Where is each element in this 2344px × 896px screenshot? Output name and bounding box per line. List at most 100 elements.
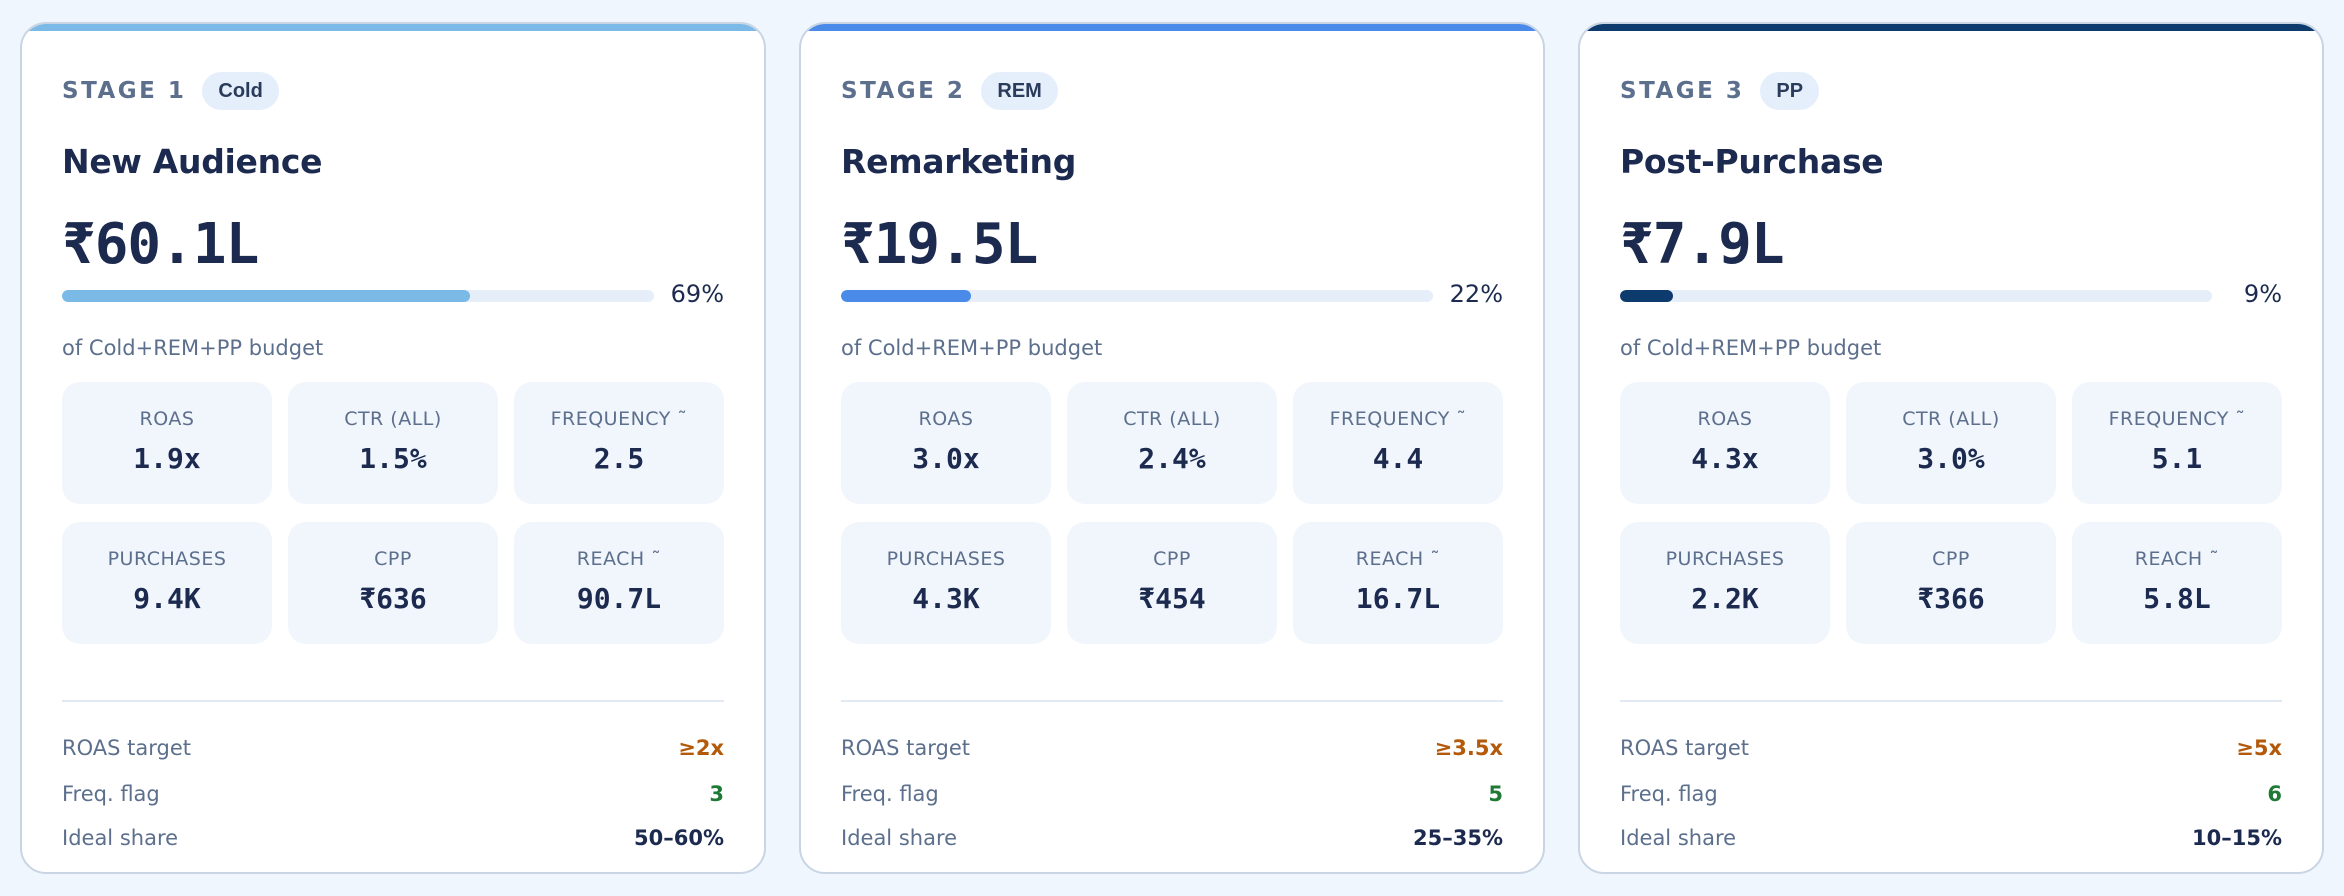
metric-label: PURCHASES [1665, 548, 1785, 570]
ideal-share-value: 25–35% [1413, 826, 1503, 850]
freq-flag-value: 3 [709, 782, 724, 806]
roas-target-row: ROAS target ≥2x [62, 736, 724, 766]
metric-value: 2.2K [1691, 582, 1759, 615]
roas-target-row: ROAS target ≥5x [1620, 736, 2282, 766]
metric-value: 5.1 [2151, 442, 2203, 475]
stage-badge: PP [1760, 72, 1820, 110]
metric-label: ROAS [918, 408, 974, 430]
metric-ctr: CTR (ALL) 2.4% [1067, 382, 1277, 504]
divider [1620, 700, 2282, 702]
metric-value: 2.4% [1138, 442, 1206, 475]
freq-flag-value: 5 [1488, 782, 1503, 806]
ideal-share-row: Ideal share 50–60% [62, 826, 724, 856]
ideal-share-row: Ideal share 25–35% [841, 826, 1503, 856]
budget-share-percent: 22% [1449, 280, 1503, 308]
metric-purchases: PURCHASES 2.2K [1620, 522, 1830, 644]
ideal-share-row: Ideal share 10–15% [1620, 826, 2282, 856]
metric-label: PURCHASES [886, 548, 1006, 570]
metric-label: REACH ˜ [2134, 548, 2220, 570]
freq-flag-row: Freq. flag 5 [841, 782, 1503, 812]
divider [62, 700, 724, 702]
metric-ctr: CTR (ALL) 1.5% [288, 382, 498, 504]
metric-label: ROAS [1697, 408, 1753, 430]
budget-share-track [841, 290, 1433, 302]
freq-flag-label: Freq. flag [1620, 782, 1718, 806]
metric-value: ₹366 [1917, 582, 1985, 615]
metric-value: 90.7L [576, 582, 662, 615]
ideal-share-value: 50–60% [634, 826, 724, 850]
stage-card-cold: STAGE 1 Cold New Audience ₹60.1L 69% of … [20, 22, 766, 874]
metric-label: FREQUENCY ˜ [2108, 408, 2246, 430]
metric-value: 3.0x [912, 442, 980, 475]
stage-badge: Cold [202, 72, 279, 110]
metric-label: CTR (ALL) [1902, 408, 2000, 430]
budget-share-track [1620, 290, 2212, 302]
metric-roas: ROAS 1.9x [62, 382, 272, 504]
ideal-share-label: Ideal share [62, 826, 179, 850]
metric-value: 1.9x [133, 442, 201, 475]
stage-badge: REM [981, 72, 1058, 110]
roas-target-value: ≥3.5x [1434, 736, 1503, 760]
roas-target-value: ≥2x [678, 736, 724, 760]
freq-flag-row: Freq. flag 6 [1620, 782, 2282, 812]
metric-value: 1.5% [359, 442, 427, 475]
metric-label: CTR (ALL) [344, 408, 442, 430]
stage-label: STAGE 3 [1620, 78, 1745, 104]
metric-ctr: CTR (ALL) 3.0% [1846, 382, 2056, 504]
budget-share-fill [841, 290, 972, 302]
metric-label: ROAS [139, 408, 195, 430]
budget-share-track [62, 290, 654, 302]
metric-label: PURCHASES [107, 548, 227, 570]
ideal-share-label: Ideal share [841, 826, 958, 850]
metric-label: FREQUENCY ˜ [1329, 408, 1467, 430]
metric-value: 2.5 [593, 442, 645, 475]
roas-target-label: ROAS target [841, 736, 970, 760]
metric-cpp: CPP ₹454 [1067, 522, 1277, 644]
roas-target-label: ROAS target [62, 736, 191, 760]
metric-cpp: CPP ₹366 [1846, 522, 2056, 644]
stage-label: STAGE 1 [62, 78, 187, 104]
stage-accent-bar [801, 24, 1543, 31]
budget-note: of Cold+REM+PP budget [1620, 336, 1882, 360]
stage-title: Post-Purchase [1620, 142, 1884, 181]
metric-reach: REACH ˜ 5.8L [2072, 522, 2282, 644]
metric-label: REACH ˜ [1355, 548, 1441, 570]
stage-card-pp: STAGE 3 PP Post-Purchase ₹7.9L 9% of Col… [1578, 22, 2324, 874]
budget-share-percent: 9% [2243, 280, 2282, 308]
metric-purchases: PURCHASES 4.3K [841, 522, 1051, 644]
metric-reach: REACH ˜ 16.7L [1293, 522, 1503, 644]
stage-budget-amount: ₹19.5L [841, 212, 1038, 277]
metric-reach: REACH ˜ 90.7L [514, 522, 724, 644]
metric-value: 4.3K [912, 582, 980, 615]
roas-target-value: ≥5x [2236, 736, 2282, 760]
stage-title: New Audience [62, 142, 323, 181]
ideal-share-value: 10–15% [2192, 826, 2282, 850]
stage-accent-bar [1580, 24, 2322, 31]
metric-purchases: PURCHASES 9.4K [62, 522, 272, 644]
metric-frequency: FREQUENCY ˜ 2.5 [514, 382, 724, 504]
freq-flag-label: Freq. flag [841, 782, 939, 806]
freq-flag-value: 6 [2267, 782, 2282, 806]
metric-value: 9.4K [133, 582, 201, 615]
divider [841, 700, 1503, 702]
metric-value: ₹636 [359, 582, 427, 615]
metric-cpp: CPP ₹636 [288, 522, 498, 644]
metric-label: FREQUENCY ˜ [550, 408, 688, 430]
stage-budget-amount: ₹60.1L [62, 212, 259, 277]
budget-share-bar: 22% [841, 280, 1503, 310]
metric-roas: ROAS 4.3x [1620, 382, 1830, 504]
roas-target-label: ROAS target [1620, 736, 1749, 760]
freq-flag-label: Freq. flag [62, 782, 160, 806]
metrics-grid: ROAS 3.0x CTR (ALL) 2.4% FREQUENCY ˜ 4.4 PU… [841, 382, 1503, 644]
metric-value: 4.4 [1372, 442, 1424, 475]
metric-label: CPP [1153, 548, 1191, 570]
metric-roas: ROAS 3.0x [841, 382, 1051, 504]
stage-label: STAGE 2 [841, 78, 966, 104]
stage-budget-amount: ₹7.9L [1620, 212, 1785, 277]
metric-frequency: FREQUENCY ˜ 5.1 [2072, 382, 2282, 504]
budget-share-bar: 69% [62, 280, 724, 310]
metric-label: CPP [1932, 548, 1970, 570]
budget-note: of Cold+REM+PP budget [62, 336, 324, 360]
metric-frequency: FREQUENCY ˜ 4.4 [1293, 382, 1503, 504]
